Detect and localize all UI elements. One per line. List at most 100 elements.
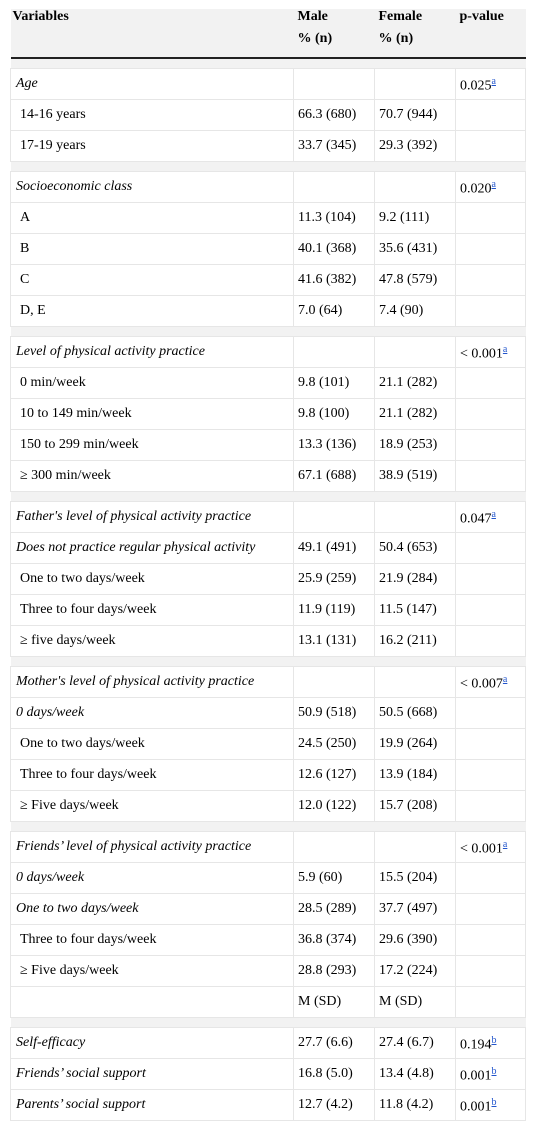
variable-cell: ≥ five days/week [10,625,294,657]
p-value-cell [455,759,526,791]
p-value: 0.001 [460,1099,492,1115]
variable-cell: Level of physical activity practice [10,336,294,368]
p-value-cell [455,398,526,430]
header-cell: % (n) [374,31,456,59]
table-row: ≥ 300 min/week 67.1 (688) 38.9 (519) [10,460,526,492]
p-value-cell [455,924,526,956]
spacer-row [10,161,526,172]
p-value-cell [455,594,526,626]
table-row: 14-16 years 66.3 (680) 70.7 (944) [10,99,526,131]
footnote-link[interactable]: a [491,178,496,190]
footnote-link[interactable]: a [502,673,508,685]
male-cell: 11.9 (119) [293,594,375,626]
variable-cell: 10 to 149 min/week [10,398,294,430]
table-body: Age 0.025a 14-16 years 66.3 (680) 70.7 (944)… [10,57,526,1121]
table-row: 0 days/week 50.9 (518) 50.5 (668) [10,697,526,729]
male-cell: 9.8 (100) [293,398,375,430]
male-cell [293,831,375,863]
p-value-cell [455,532,526,564]
p-value-cell [455,367,526,399]
female-cell: 50.4 (653) [374,532,456,564]
female-cell: 9.2 (111) [374,202,456,234]
footnote-ref: a [492,177,496,190]
variable-cell: Self-efficacy [10,1027,294,1059]
table-row: M (SD) M (SD) [10,986,526,1018]
footnote-ref: a [503,342,507,355]
p-value-cell [455,233,526,265]
table-row: 150 to 299 min/week 13.3 (136) 18.9 (253) [10,429,526,461]
footnote-ref: a [503,837,507,850]
p-value-cell [455,99,526,131]
p-value-cell [455,790,526,822]
footnote-link[interactable]: b [491,1096,497,1108]
variable-cell: 0 min/week [10,367,294,399]
male-cell: 9.8 (101) [293,367,375,399]
footnote-ref: a [492,507,496,520]
spacer-cell [10,821,526,832]
female-cell [374,831,456,863]
male-cell: 12.6 (127) [293,759,375,791]
footnote-link[interactable]: a [491,508,496,520]
table-row: A 11.3 (104) 9.2 (111) [10,202,526,234]
male-cell [293,336,375,368]
header-cell: Variables [10,9,294,31]
variable-cell: One to two days/week [10,728,294,760]
header-cell: Female [374,9,456,31]
p-value: 0.194 [460,1037,492,1053]
p-value-cell [455,264,526,296]
spacer-row [10,57,526,69]
variable-cell: ≥ 300 min/week [10,460,294,492]
table-row: Friends’ level of physical activity prac… [10,831,526,863]
variable-cell: Father's level of physical activity prac… [10,501,294,533]
footnote-link[interactable]: a [502,838,508,850]
variable-cell: ≥ Five days/week [10,955,294,987]
variable-cell: Three to four days/week [10,924,294,956]
p-value-cell [455,728,526,760]
p-value-cell: 0.047a [455,501,526,533]
male-cell: 16.8 (5.0) [293,1058,375,1090]
p-value-cell: < 0.007a [455,666,526,698]
p-value-cell [455,862,526,894]
spacer-cell [10,326,526,337]
spacer-cell [10,1017,526,1028]
footnote-link[interactable]: b [491,1034,497,1046]
footnote-link[interactable]: a [491,75,496,87]
data-table: Variables Male Female p-value % (n) % (n… [10,9,526,1121]
variable-cell: C [10,264,294,296]
female-cell [374,501,456,533]
female-cell: 70.7 (944) [374,99,456,131]
variable-cell: Friends’ level of physical activity prac… [10,831,294,863]
footnote-link[interactable]: b [491,1065,497,1077]
female-cell: 35.6 (431) [374,233,456,265]
p-value-cell: 0.001b [455,1058,526,1090]
spacer-row [10,656,526,667]
male-cell: 41.6 (382) [293,264,375,296]
male-cell: 28.5 (289) [293,893,375,925]
footnote-link[interactable]: a [502,343,508,355]
male-cell: 24.5 (250) [293,728,375,760]
table-header: Variables Male Female p-value % (n) % (n… [10,9,526,59]
table-row: Self-efficacy 27.7 (6.6) 27.4 (6.7) 0.194b [10,1027,526,1059]
variable-cell: 0 days/week [10,697,294,729]
footnote-ref: b [492,1033,497,1046]
p-value-cell: < 0.001a [455,831,526,863]
female-cell: M (SD) [374,986,456,1018]
male-cell: 25.9 (259) [293,563,375,595]
female-cell: 50.5 (668) [374,697,456,729]
variable-cell: 17-19 years [10,130,294,162]
male-cell: 13.3 (136) [293,429,375,461]
female-cell [374,336,456,368]
male-cell: 11.3 (104) [293,202,375,234]
table-row: D, E 7.0 (64) 7.4 (90) [10,295,526,327]
variable-cell: 150 to 299 min/week [10,429,294,461]
table-row: ≥ Five days/week 28.8 (293) 17.2 (224) [10,955,526,987]
table-row: Socioeconomic class 0.020a [10,171,526,203]
header-cell [10,31,294,59]
variable-cell: Age [10,68,294,100]
table-row: Mother's level of physical activity prac… [10,666,526,698]
spacer-row [10,1017,526,1028]
header-row: Variables Male Female p-value [10,9,526,31]
p-value: < 0.007 [460,676,503,692]
male-cell: 36.8 (374) [293,924,375,956]
